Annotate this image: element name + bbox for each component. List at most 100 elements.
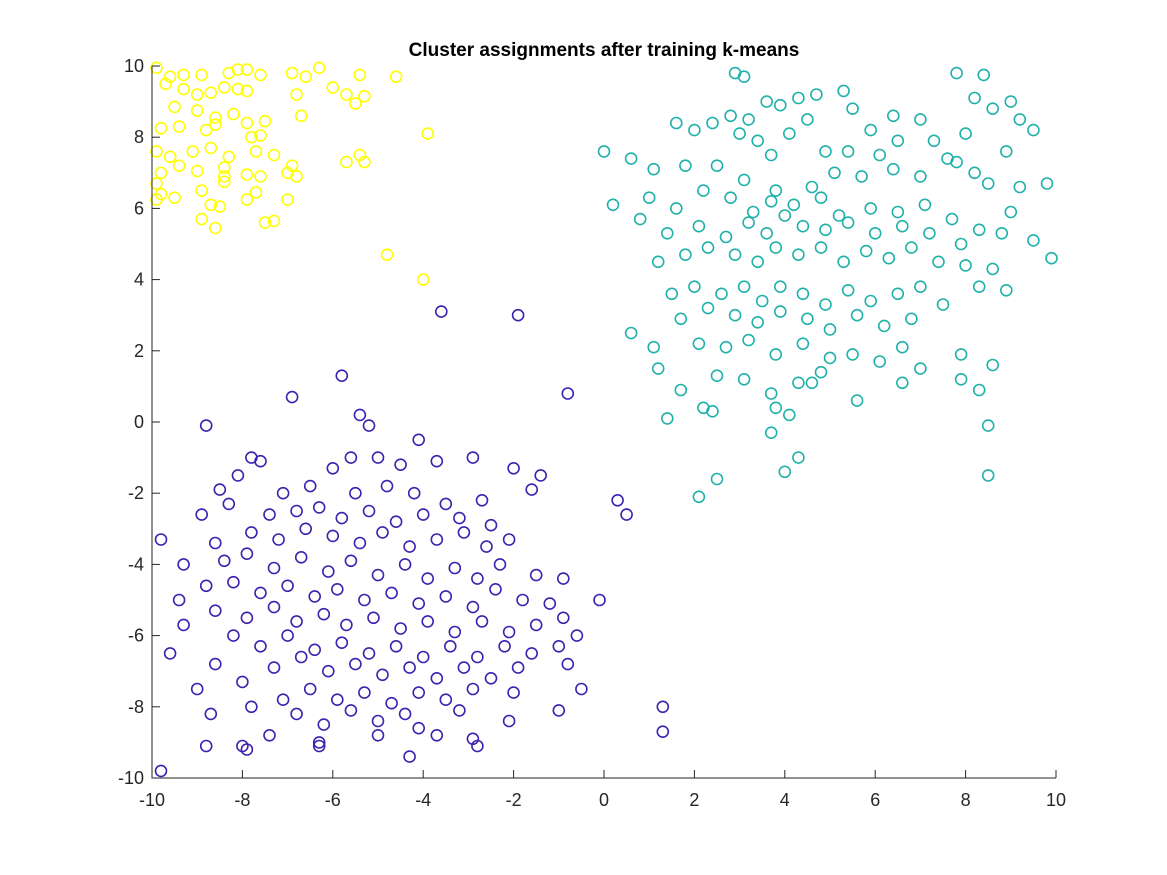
point-s1-6 — [977, 68, 991, 82]
point-s0-27 — [209, 111, 222, 124]
point-s0-62 — [195, 184, 208, 197]
point-s2-74 — [439, 590, 453, 603]
point-s2-56 — [344, 554, 358, 568]
point-s2-141 — [398, 707, 412, 721]
point-s2-126 — [303, 682, 317, 696]
point-s1-95 — [859, 244, 873, 258]
point-s2-152 — [312, 739, 326, 753]
chart-title: Cluster assignments after training k-mea… — [409, 40, 800, 61]
point-s2-76 — [489, 582, 502, 596]
point-s0-13 — [159, 77, 172, 91]
point-s1-125 — [905, 312, 918, 326]
point-s1-105 — [755, 294, 769, 308]
point-s0-28 — [227, 107, 240, 121]
point-s2-110 — [163, 647, 177, 660]
point-s1-157 — [792, 451, 805, 464]
point-s1-143 — [737, 372, 751, 386]
point-s1-155 — [660, 412, 674, 425]
point-s2-109 — [570, 629, 584, 642]
point-s2-37 — [154, 533, 168, 546]
point-s2-20 — [349, 486, 362, 500]
point-s1-12 — [801, 113, 814, 126]
point-s1-45 — [855, 170, 868, 183]
point-s0-30 — [258, 114, 272, 128]
point-s2-161 — [656, 725, 670, 739]
point-s0-72 — [258, 216, 272, 229]
point-s2-47 — [457, 526, 471, 539]
point-s0-37 — [254, 129, 267, 142]
point-s2-59 — [421, 572, 435, 585]
point-s1-117 — [701, 301, 715, 315]
point-s2-45 — [403, 540, 416, 553]
point-s2-121 — [511, 661, 525, 674]
point-s1-24 — [751, 134, 765, 148]
point-s0-7 — [254, 68, 267, 82]
point-s2-60 — [448, 561, 462, 575]
point-s0-20 — [290, 88, 303, 101]
x-tick-label-10: 10 — [1046, 790, 1066, 810]
point-s1-131 — [769, 348, 783, 361]
point-s1-71 — [660, 227, 674, 240]
point-s1-160 — [710, 472, 724, 486]
point-s2-3 — [362, 419, 376, 432]
point-s1-73 — [719, 230, 733, 244]
point-s1-51 — [1013, 180, 1027, 194]
point-s2-88 — [421, 615, 435, 628]
point-s2-111 — [209, 657, 222, 671]
point-s1-59 — [764, 195, 778, 208]
point-s2-128 — [358, 686, 371, 699]
point-s1-97 — [905, 241, 918, 254]
point-s1-42 — [769, 184, 783, 197]
point-s2-72 — [385, 586, 398, 600]
point-s1-139 — [986, 358, 1000, 372]
point-s2-123 — [190, 682, 204, 696]
point-s1-8 — [724, 109, 737, 123]
point-s1-116 — [674, 312, 688, 326]
point-s2-87 — [394, 622, 407, 635]
point-s2-34 — [416, 508, 430, 521]
point-s2-158 — [611, 493, 624, 507]
point-s2-120 — [484, 671, 498, 685]
point-s2-31 — [335, 511, 349, 525]
y-tick-label-0: -10 — [118, 768, 144, 788]
point-s2-133 — [507, 686, 520, 699]
point-s1-163 — [805, 376, 819, 390]
point-s2-62 — [493, 558, 507, 571]
point-s1-103 — [715, 287, 728, 301]
point-s2-12 — [394, 458, 407, 472]
point-s1-31 — [927, 134, 941, 148]
point-s2-92 — [529, 618, 543, 632]
point-s1-26 — [782, 127, 796, 140]
point-s2-112 — [267, 661, 281, 674]
point-s0-68 — [213, 200, 227, 213]
point-s1-94 — [837, 255, 850, 269]
point-s0-45 — [267, 148, 281, 162]
point-s1-136 — [895, 340, 909, 354]
point-s2-8 — [231, 469, 245, 482]
x-tick-label-7: 4 — [780, 790, 790, 810]
point-s0-44 — [249, 145, 263, 158]
point-s2-68 — [281, 579, 294, 593]
point-s2-40 — [272, 533, 285, 546]
point-s1-52 — [1040, 177, 1054, 190]
point-s1-113 — [936, 298, 950, 311]
point-s2-38 — [209, 536, 222, 550]
point-s2-108 — [552, 639, 566, 653]
point-s1-61 — [814, 191, 828, 204]
point-s1-111 — [891, 287, 905, 301]
point-s0-16 — [204, 86, 218, 99]
point-s1-2 — [792, 91, 805, 105]
point-s2-127 — [330, 693, 344, 707]
point-s0-61 — [168, 191, 181, 204]
point-s1-39 — [679, 159, 692, 172]
point-s0-6 — [240, 63, 254, 76]
point-s0-26 — [190, 104, 204, 117]
point-s2-124 — [236, 675, 249, 689]
point-s0-66 — [281, 193, 294, 206]
point-s1-142 — [710, 369, 724, 383]
point-s2-70 — [330, 582, 344, 596]
point-s2-55 — [321, 565, 335, 578]
point-s1-15 — [886, 109, 900, 123]
point-s1-68 — [1004, 205, 1018, 219]
